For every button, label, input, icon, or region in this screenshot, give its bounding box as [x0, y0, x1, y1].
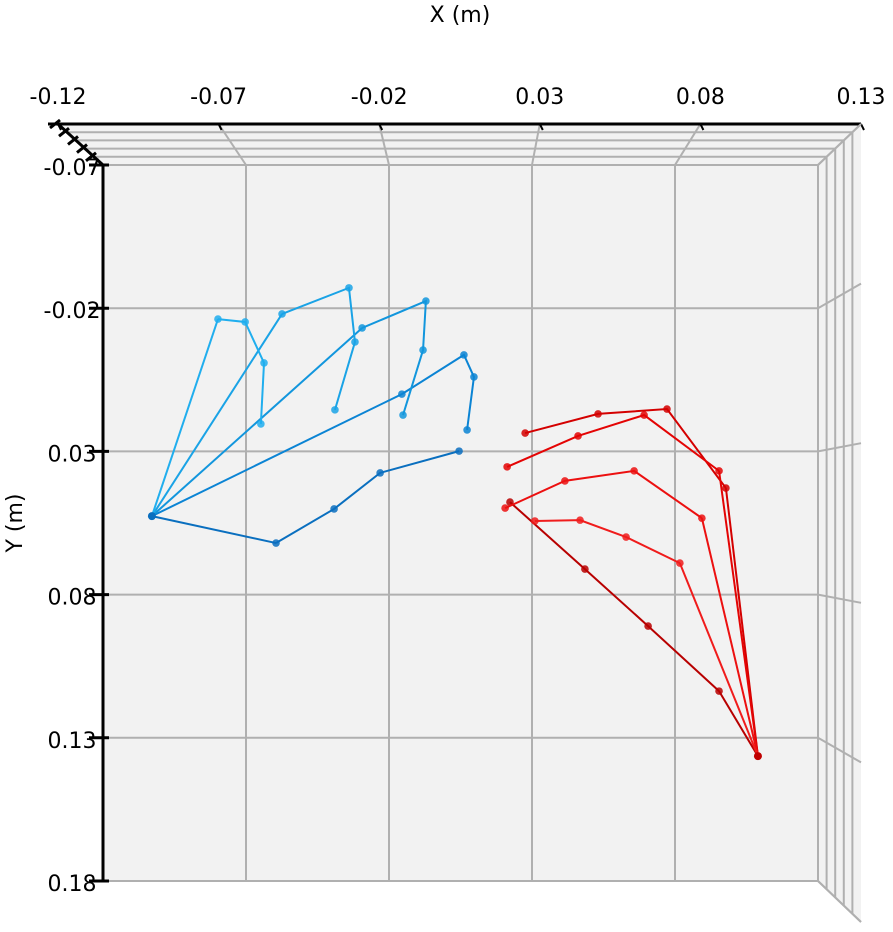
joint: [594, 410, 602, 418]
finger-line: [401, 353, 475, 431]
finger-line: [534, 519, 681, 564]
joint: [345, 284, 353, 292]
x-tick-label: 0.03: [515, 85, 564, 110]
bone: [678, 562, 759, 757]
grid-line: [674, 123, 702, 166]
finger-line: [509, 501, 720, 692]
bone: [151, 515, 277, 545]
joint: [576, 516, 584, 524]
z-axis-line: [56, 122, 105, 167]
bone: [718, 690, 759, 757]
joint: [398, 390, 406, 398]
grid-line: [817, 123, 862, 166]
bone: [151, 327, 363, 517]
grid-line: [378, 123, 390, 166]
joint: [278, 310, 286, 318]
joint: [698, 514, 706, 522]
joint: [640, 411, 648, 419]
y-tick-label: 0.18: [48, 872, 97, 897]
joint: [715, 687, 723, 695]
joint: [622, 533, 630, 541]
wrist: [147, 512, 156, 521]
bone: [700, 517, 759, 757]
finger-line: [217, 318, 266, 424]
x-axis-label: X (m): [430, 3, 491, 28]
joint: [272, 539, 280, 547]
bone: [718, 470, 759, 757]
joint: [358, 324, 366, 332]
bone: [151, 313, 283, 517]
bone: [150, 318, 219, 517]
finger-line: [361, 299, 427, 416]
joint: [470, 373, 478, 381]
joint: [663, 405, 671, 413]
joint: [503, 463, 511, 471]
joint: [331, 406, 339, 414]
joint: [715, 467, 723, 475]
back-pane: [103, 165, 818, 881]
x-tick-label: 0.08: [676, 85, 725, 110]
grid-line: [817, 736, 862, 764]
z-tick: [67, 135, 79, 146]
x-tick-label: -0.12: [30, 85, 87, 110]
joint: [531, 517, 539, 525]
joint: [501, 504, 509, 512]
joint: [351, 338, 359, 346]
joint: [214, 315, 222, 323]
y-tick-label: 0.03: [48, 442, 97, 467]
z-tick: [58, 127, 70, 138]
x-tick-label: -0.07: [190, 85, 247, 110]
joint: [581, 565, 589, 573]
finger-line: [281, 286, 356, 411]
z-tick: [49, 118, 61, 130]
joint: [644, 622, 652, 630]
joint: [561, 477, 569, 485]
x-tick-label: -0.02: [351, 85, 408, 110]
joint: [460, 351, 468, 359]
finger-line: [524, 407, 727, 489]
joint: [422, 297, 430, 305]
finger-line: [506, 413, 720, 472]
z-tick: [85, 151, 97, 162]
grid-line: [817, 880, 862, 923]
grid-line: [817, 442, 862, 453]
grid-line: [817, 593, 862, 604]
x-tick: [860, 123, 865, 131]
joint: [330, 505, 338, 513]
finger-line: [275, 450, 460, 544]
grid-line: [217, 123, 247, 166]
joint: [521, 429, 529, 437]
bone: [151, 393, 403, 518]
z-tick: [76, 143, 88, 154]
joint: [463, 426, 471, 434]
joint: [574, 432, 582, 440]
y-tick-label: 0.13: [48, 729, 97, 754]
wrist: [753, 752, 762, 761]
joint: [455, 447, 463, 455]
grid-line: [531, 123, 541, 166]
joint: [399, 411, 407, 419]
joint: [722, 484, 730, 492]
y-axis-label: Y (m): [3, 493, 28, 553]
y-tick-label: -0.02: [44, 299, 101, 324]
y-tick-label: 0.08: [48, 586, 97, 611]
joint: [260, 359, 268, 367]
joint: [676, 559, 684, 567]
side-pane: [818, 124, 861, 922]
grid-line: [817, 282, 862, 310]
y-tick-label: -0.07: [44, 156, 101, 181]
x-tick-label: 0.13: [837, 85, 886, 110]
joint: [376, 469, 384, 477]
joint: [257, 420, 265, 428]
joint: [419, 346, 427, 354]
joint: [630, 467, 638, 475]
top-pane: [58, 124, 861, 165]
joint: [241, 318, 249, 326]
finger-line: [504, 469, 703, 519]
